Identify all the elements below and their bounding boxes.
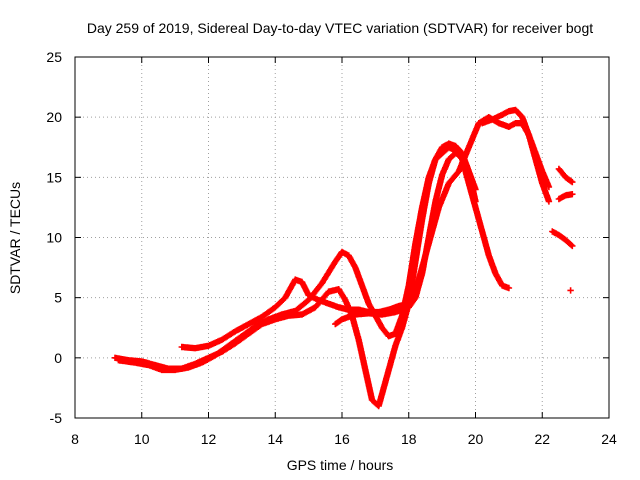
x-tick-label: 22 [534, 431, 550, 447]
series-track-8 [549, 228, 576, 250]
y-tick-label: 15 [46, 169, 62, 185]
axis-ticks [74, 56, 610, 419]
series-markers [555, 191, 576, 203]
series-markers [549, 228, 576, 250]
x-tick-label: 12 [201, 431, 217, 447]
series-track-4 [332, 150, 479, 328]
y-tick-label: 0 [54, 350, 62, 366]
series-markers [332, 150, 479, 328]
x-tick-label: 18 [401, 431, 417, 447]
x-axis-label: GPS time / hours [287, 457, 394, 473]
x-tick-label: 8 [71, 431, 79, 447]
x-tick-label: 10 [134, 431, 150, 447]
series-markers [555, 165, 576, 186]
series-track-5 [479, 106, 553, 205]
data-marks [111, 106, 576, 410]
series-track-6 [555, 165, 576, 186]
x-tick-label: 14 [267, 431, 283, 447]
x-tick-label: 16 [334, 431, 350, 447]
y-tick-label: 25 [46, 49, 62, 65]
series-markers [567, 287, 574, 294]
y-axis-label: SDTVAR / TECUs [7, 182, 23, 294]
series-markers [479, 106, 553, 205]
y-tick-label: 20 [46, 109, 62, 125]
y-tick-label: -5 [50, 410, 63, 426]
series-track-7 [555, 191, 576, 203]
x-tick-label: 24 [601, 431, 617, 447]
series-track-9 [567, 287, 574, 294]
y-tick-label: 5 [54, 290, 62, 306]
y-tick-labels: -5 0 5 10 15 20 25 [46, 49, 62, 426]
x-tick-label: 20 [468, 431, 484, 447]
chart-title: Day 259 of 2019, Sidereal Day-to-day VTE… [87, 20, 593, 36]
y-tick-label: 10 [46, 230, 62, 246]
x-tick-labels: 8 10 12 14 16 18 20 22 24 [71, 431, 617, 447]
